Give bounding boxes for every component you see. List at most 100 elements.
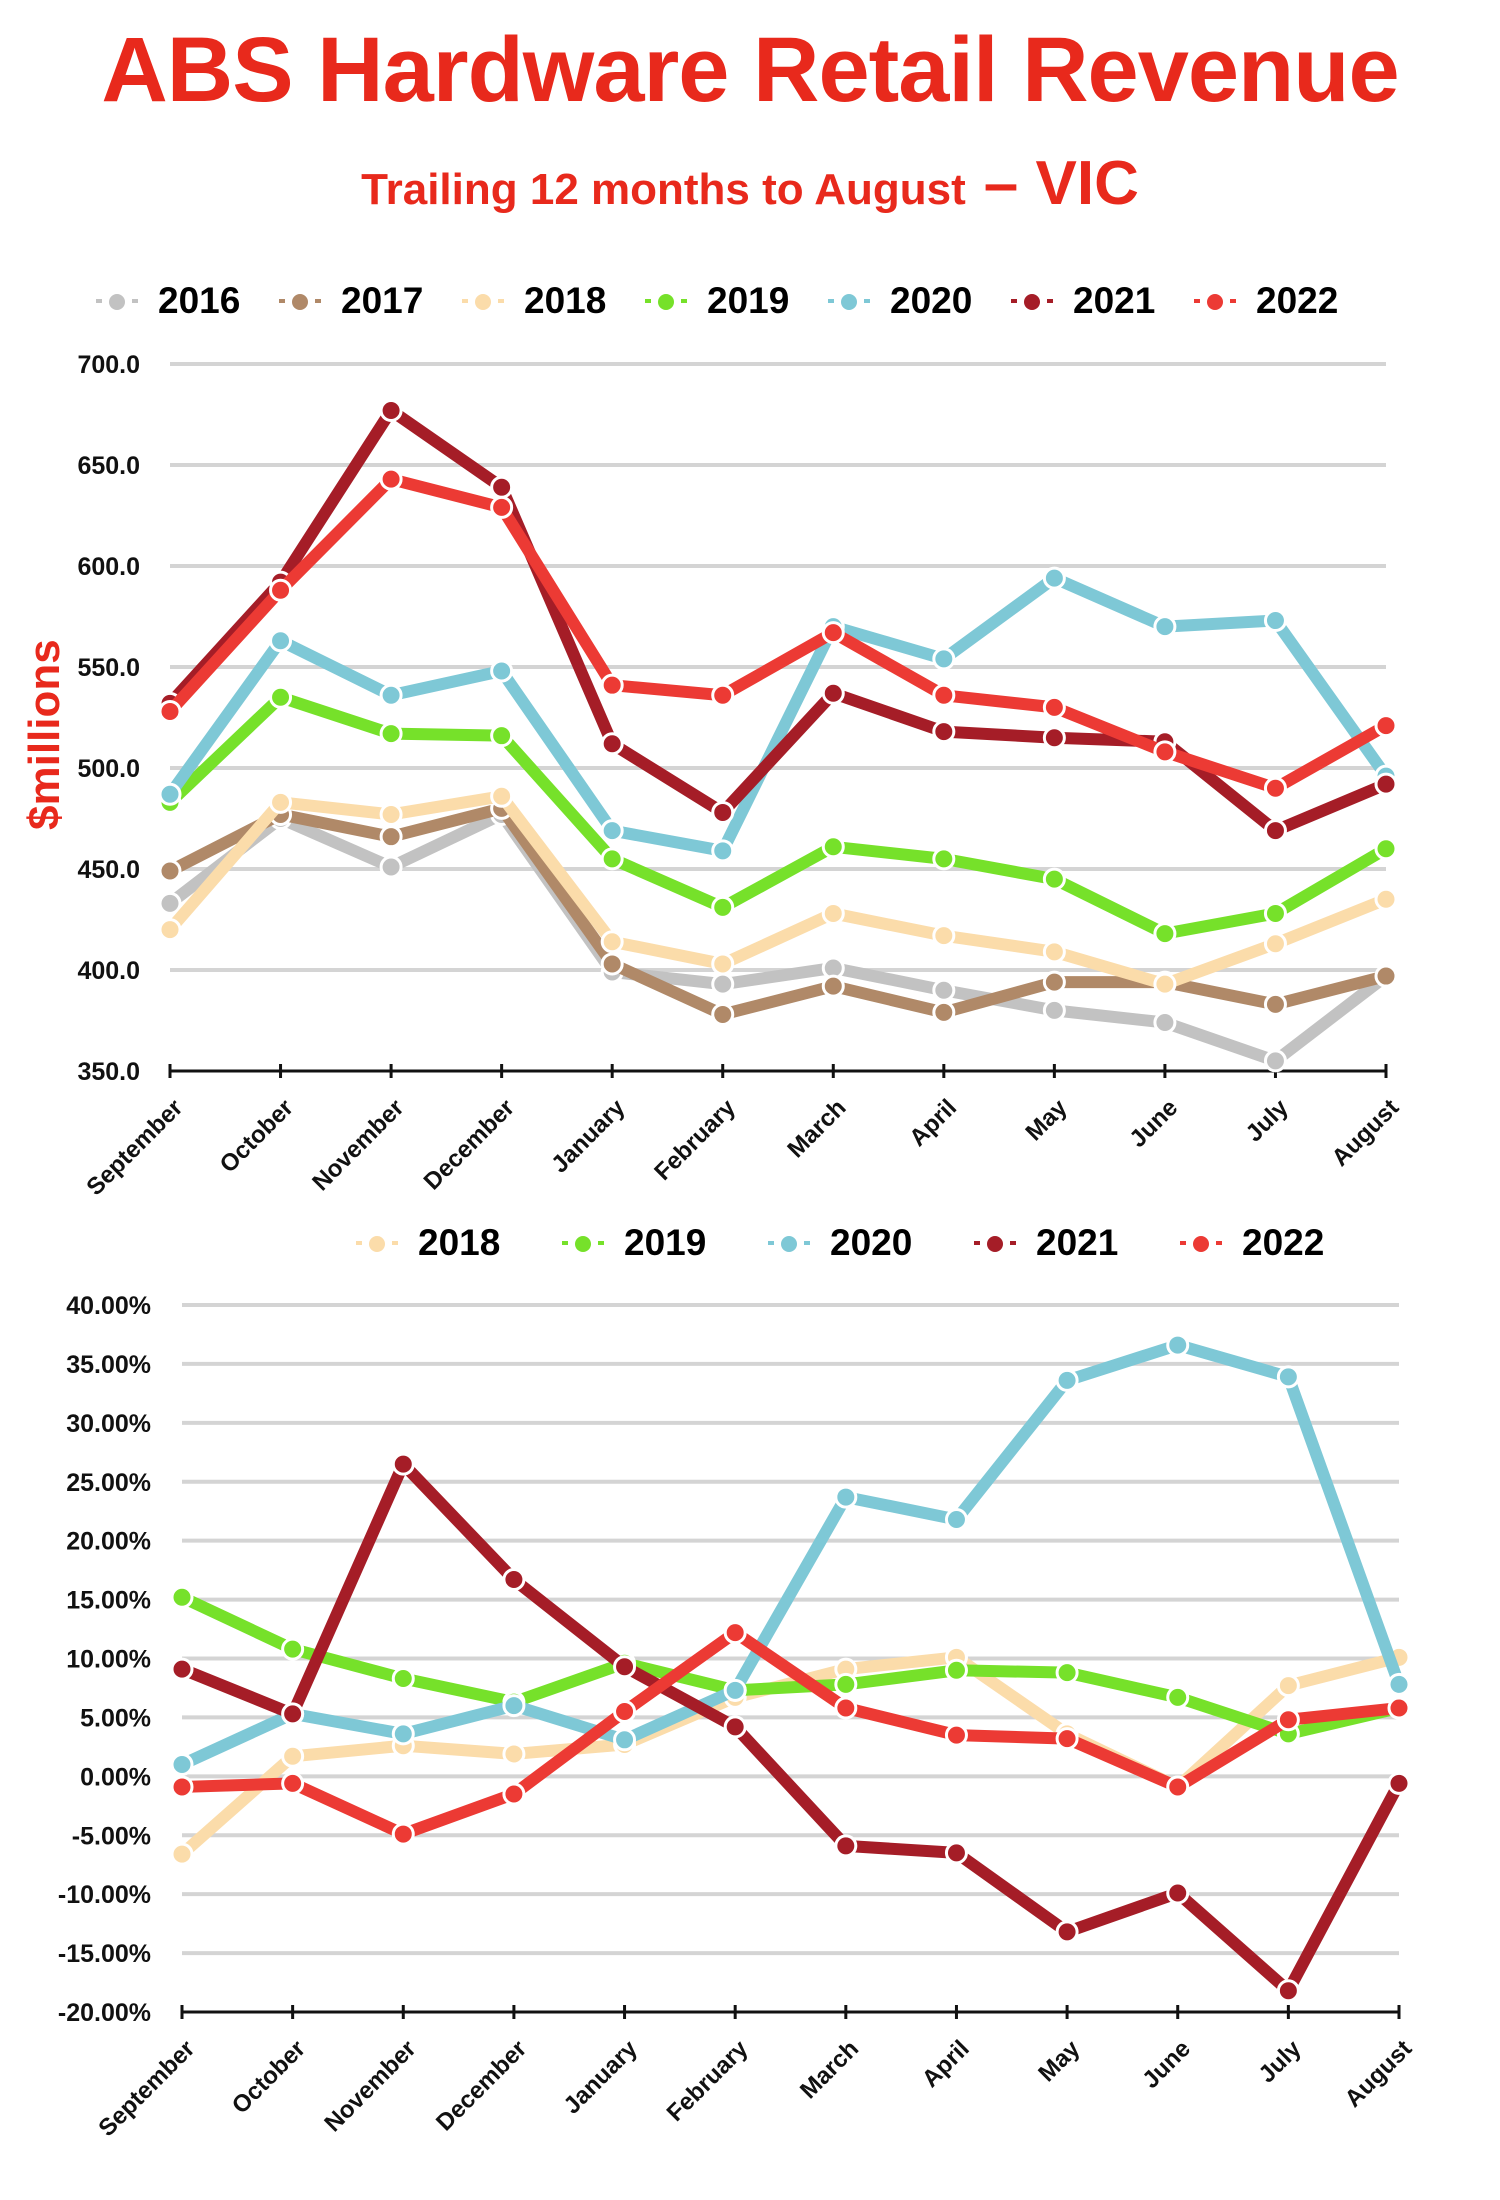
data-point-2017-march: [821, 974, 845, 998]
y-tick-label: 650.0: [77, 452, 140, 480]
data-point-2018-june: [1153, 972, 1177, 996]
x-tick-label: October: [227, 2035, 311, 2119]
legend-item-2019: 2019: [562, 1222, 768, 1264]
y-tick-label: 550.0: [77, 654, 140, 682]
data-point-2022-december: [502, 1782, 526, 1806]
series-2022: [170, 1621, 1411, 1846]
data-point-2020-february: [723, 1678, 747, 1702]
data-point-2017-may: [1042, 970, 1066, 994]
data-point-2018-july: [1276, 1674, 1300, 1698]
data-point-2020-november: [391, 1722, 415, 1746]
data-point-2016-november: [379, 855, 403, 879]
data-point-2022-october: [269, 578, 293, 602]
data-point-2022-april: [944, 1723, 968, 1747]
page-subtitle: Trailing 12 months to August – VIC: [0, 148, 1500, 219]
data-point-2021-november: [379, 398, 403, 422]
data-point-2021-february: [711, 800, 735, 824]
data-point-2018-april: [932, 924, 956, 948]
legend-label: 2016: [158, 280, 241, 321]
data-point-2018-december: [502, 1742, 526, 1766]
legend-label: 2020: [890, 280, 973, 321]
series-line-2017: [164, 802, 1392, 1021]
data-point-2020-may: [1055, 1368, 1079, 1392]
data-point-2022-february: [723, 1621, 747, 1645]
data-point-2017-april: [932, 1000, 956, 1024]
x-tick-label: June: [1124, 1094, 1183, 1153]
y-tick-label: 350.0: [77, 1058, 140, 1086]
data-point-2022-november: [379, 467, 403, 491]
series-2017: [158, 796, 1398, 1026]
x-tick-label: April: [904, 1094, 962, 1152]
data-point-2019-april: [944, 1658, 968, 1682]
x-tick-label: January: [546, 1094, 631, 1179]
data-point-2017-january: [600, 952, 624, 976]
x-tick-label: April: [917, 2035, 975, 2093]
data-point-2020-december: [490, 659, 514, 683]
data-point-2022-october: [281, 1771, 305, 1795]
data-point-2019-august: [1374, 837, 1398, 861]
y-tick-label: 500.0: [77, 755, 140, 783]
data-point-2021-august: [1387, 1771, 1411, 1795]
revenue-legend: 2016 2017 2018 2019 2020 2021 2022: [96, 280, 1377, 322]
data-point-2017-july: [1263, 992, 1287, 1016]
data-point-2020-october: [269, 629, 293, 653]
legend-item-2019: 2019: [645, 280, 828, 322]
growth-legend: 2018 2019 2020 2021 2022: [356, 1222, 1386, 1264]
legend-item-2021: 2021: [974, 1222, 1180, 1264]
series-line-2021: [176, 1458, 1405, 1997]
data-point-2016-february: [711, 972, 735, 996]
legend-item-2020: 2020: [828, 280, 1011, 322]
data-point-2018-november: [379, 802, 403, 826]
data-point-2020-november: [379, 683, 403, 707]
legend-label: 2019: [707, 280, 790, 321]
data-point-2019-february: [711, 895, 735, 919]
x-tick-label: July: [1241, 1094, 1295, 1148]
legend-item-2020: 2020: [768, 1222, 974, 1264]
x-tick-label: November: [319, 2035, 421, 2137]
data-point-2020-september: [170, 1753, 194, 1777]
legend-marker-icon: [1194, 294, 1236, 310]
data-point-2019-november: [391, 1667, 415, 1691]
x-tick-label: February: [649, 1094, 741, 1186]
data-point-2020-june: [1153, 615, 1177, 639]
data-point-2021-february: [723, 1715, 747, 1739]
y-tick-label: 700.0: [77, 351, 140, 379]
legend-label: 2017: [341, 280, 424, 321]
series-line-2016: [164, 808, 1392, 1067]
y-tick-label: -10.00%: [58, 1881, 151, 1909]
legend-item-2018: 2018: [356, 1222, 562, 1264]
legend-label: 2020: [830, 1222, 913, 1263]
legend-label: 2021: [1036, 1222, 1119, 1263]
data-point-2018-december: [490, 784, 514, 808]
data-point-2021-january: [600, 732, 624, 756]
data-point-2018-september: [170, 1842, 194, 1866]
legend-marker-icon: [768, 1236, 810, 1252]
series-2022: [158, 467, 1398, 800]
data-point-2019-july: [1263, 901, 1287, 925]
data-point-2019-november: [379, 722, 403, 746]
data-point-2021-december: [502, 1568, 526, 1592]
data-point-2020-april: [944, 1507, 968, 1531]
data-point-2021-april: [944, 1841, 968, 1865]
data-point-2017-september: [158, 859, 182, 883]
series-2021: [170, 1452, 1411, 2003]
data-point-2020-september: [158, 782, 182, 806]
y-tick-label: 400.0: [77, 957, 140, 985]
data-point-2021-july: [1276, 1979, 1300, 2003]
data-point-2020-may: [1042, 566, 1066, 590]
legend-item-2021: 2021: [1011, 280, 1194, 322]
x-tick-label: December: [431, 2035, 532, 2136]
series-line-2020: [164, 572, 1392, 857]
series-line-2022: [164, 473, 1392, 795]
data-point-2016-may: [1042, 998, 1066, 1022]
legend-marker-icon: [96, 294, 138, 310]
y-tick-label: 35.00%: [66, 1351, 151, 1379]
data-point-2019-may: [1055, 1661, 1079, 1685]
legend-label: 2018: [524, 280, 607, 321]
data-point-2020-april: [932, 647, 956, 671]
legend-marker-icon: [828, 294, 870, 310]
x-tick-label: August: [1340, 2035, 1418, 2113]
data-point-2022-may: [1042, 695, 1066, 719]
x-tick-label: January: [559, 2035, 644, 2120]
legend-label: 2022: [1256, 280, 1339, 321]
